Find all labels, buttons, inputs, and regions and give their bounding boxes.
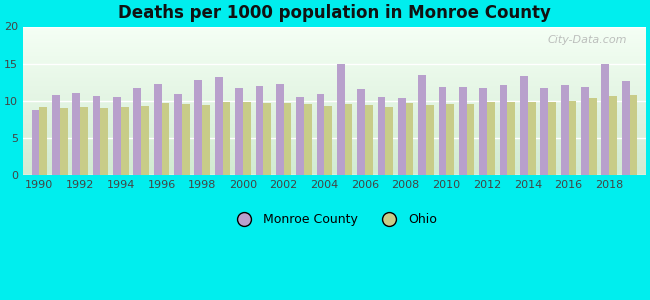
Bar — [439, 87, 447, 175]
Bar — [419, 75, 426, 175]
Bar — [528, 101, 536, 175]
Bar — [344, 104, 352, 175]
Bar — [317, 94, 324, 175]
Bar — [276, 84, 283, 175]
Bar — [630, 95, 637, 175]
Bar — [589, 98, 597, 175]
Bar — [32, 110, 40, 175]
Bar — [52, 95, 60, 175]
Bar — [520, 76, 528, 175]
Bar — [222, 102, 230, 175]
Bar — [622, 81, 630, 175]
Bar — [487, 101, 495, 175]
Bar — [243, 101, 251, 175]
Bar — [480, 88, 487, 175]
Bar — [601, 64, 609, 175]
Bar — [561, 85, 569, 175]
Bar — [215, 77, 222, 175]
Bar — [378, 97, 385, 175]
Bar — [385, 107, 393, 175]
Bar — [255, 86, 263, 175]
Bar — [283, 103, 291, 175]
Bar — [581, 87, 589, 175]
Bar — [569, 101, 577, 175]
Bar — [263, 103, 271, 175]
Bar — [459, 87, 467, 175]
Bar — [358, 89, 365, 175]
Bar — [154, 84, 162, 175]
Bar — [40, 107, 47, 175]
Bar — [540, 88, 548, 175]
Bar — [426, 105, 434, 175]
Bar — [162, 103, 169, 175]
Bar — [194, 80, 202, 175]
Bar — [304, 104, 312, 175]
Bar — [235, 88, 243, 175]
Bar — [80, 107, 88, 175]
Bar — [609, 96, 617, 175]
Bar — [398, 98, 406, 175]
Legend: Monroe County, Ohio: Monroe County, Ohio — [227, 208, 442, 231]
Bar — [93, 96, 101, 175]
Bar — [174, 94, 182, 175]
Bar — [467, 104, 474, 175]
Text: City-Data.com: City-Data.com — [548, 35, 627, 45]
Bar — [72, 93, 80, 175]
Bar — [508, 102, 515, 175]
Bar — [202, 105, 210, 175]
Title: Deaths per 1000 population in Monroe County: Deaths per 1000 population in Monroe Cou… — [118, 4, 551, 22]
Bar — [500, 85, 508, 175]
Bar — [121, 107, 129, 175]
Bar — [548, 101, 556, 175]
Bar — [60, 108, 68, 175]
Bar — [337, 64, 344, 175]
Bar — [406, 103, 413, 175]
Bar — [296, 97, 304, 175]
Bar — [113, 97, 121, 175]
Bar — [365, 105, 372, 175]
Bar — [182, 104, 190, 175]
Bar — [447, 104, 454, 175]
Bar — [324, 106, 332, 175]
Bar — [133, 88, 141, 175]
Bar — [101, 108, 108, 175]
Bar — [141, 106, 149, 175]
